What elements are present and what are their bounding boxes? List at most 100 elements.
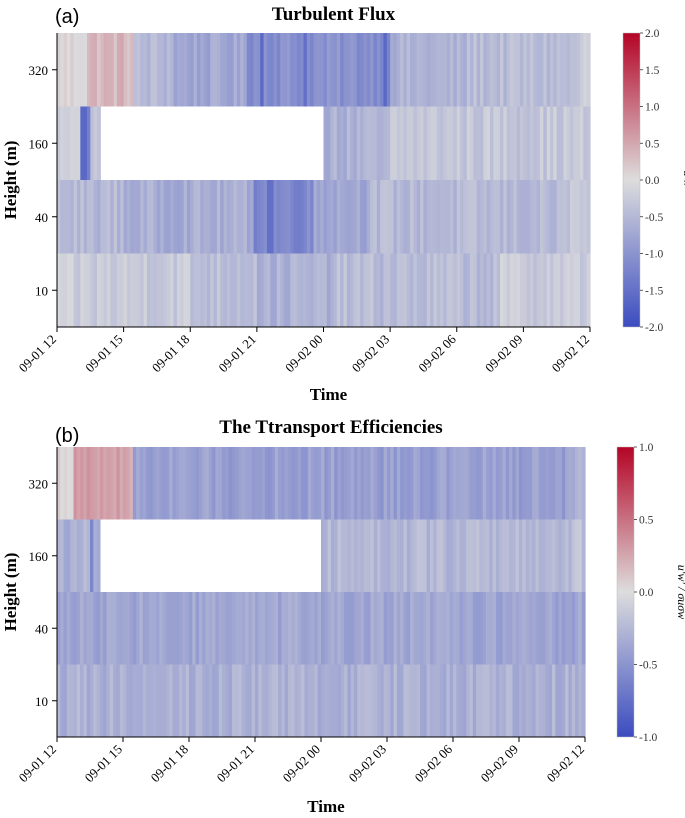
heatmap-cell <box>143 33 148 107</box>
heatmap-cell <box>403 253 408 327</box>
heatmap-cell <box>222 592 226 665</box>
heatmap-cell <box>96 447 101 520</box>
heatmap-cell <box>251 447 256 520</box>
heatmap-cell <box>420 447 424 520</box>
heatmap-cell <box>343 106 348 180</box>
heatmap-cell <box>303 180 308 254</box>
heatmap-cell <box>266 33 271 107</box>
heatmap-cell <box>446 180 451 254</box>
heatmap-cell <box>264 592 269 665</box>
heatmap-cell <box>393 106 398 180</box>
heatmap-cell <box>436 106 441 180</box>
heatmap-cell <box>383 519 388 592</box>
heatmap-cell <box>383 664 388 737</box>
heatmap-cell <box>573 33 578 107</box>
heatmap-cell <box>366 106 371 180</box>
heatmap-cell <box>261 664 266 737</box>
heatmap-cell <box>453 33 458 107</box>
heatmap-cell <box>333 106 338 180</box>
heatmap-cell <box>370 519 375 592</box>
heatmap-cell <box>426 664 431 737</box>
heatmap-cell <box>133 33 138 107</box>
heatmap-cell <box>136 253 141 327</box>
heatmap-cell <box>377 447 381 520</box>
x-tick-label: 09-02 09 <box>482 332 526 376</box>
y-tick-label: 10 <box>35 694 48 709</box>
heatmap-cell <box>330 253 335 327</box>
heatmap-cell <box>505 519 510 592</box>
heatmap-cell <box>413 180 418 254</box>
heatmap-cell <box>290 33 295 107</box>
heatmap-cell <box>323 33 328 107</box>
heatmap-cell <box>420 180 425 254</box>
heatmap-cell <box>307 592 312 665</box>
heatmap-cell <box>565 592 570 665</box>
heatmap-cell <box>86 106 91 180</box>
heatmap-cell <box>146 33 151 107</box>
heatmap-cell <box>523 180 528 254</box>
heatmap-cell <box>142 664 147 737</box>
heatmap-cell <box>486 447 490 520</box>
x-tick-label: 09-02 06 <box>415 331 459 375</box>
heatmap-cell <box>263 180 268 254</box>
heatmap-cell <box>523 253 528 327</box>
heatmap-cell <box>526 33 531 107</box>
heatmap-cell <box>363 33 368 107</box>
heatmap-cell <box>493 33 498 107</box>
heatmap-cell <box>344 664 348 737</box>
heatmap-cell <box>492 592 497 665</box>
heatmap-cell <box>99 592 104 665</box>
heatmap-cell <box>515 447 520 520</box>
heatmap-cell <box>403 519 408 592</box>
heatmap-cell <box>550 253 554 327</box>
x-tick-label: 09-02 06 <box>412 741 456 785</box>
heatmap-cell <box>496 180 501 254</box>
heatmap-cell <box>326 106 331 180</box>
heatmap-cell <box>486 253 491 327</box>
heatmap-cell <box>499 664 504 737</box>
heatmap-cell <box>570 253 574 327</box>
heatmap-cell <box>568 447 573 520</box>
heatmap-cell <box>502 447 507 520</box>
heatmap-cell <box>436 33 441 107</box>
heatmap-cell <box>453 519 457 592</box>
heatmap-cell <box>429 592 434 665</box>
heatmap-cell <box>573 106 578 180</box>
heatmap-cell <box>286 253 291 327</box>
heatmap-cell <box>223 253 228 327</box>
heatmap-cell <box>166 180 171 254</box>
heatmap-cell <box>561 519 566 592</box>
x-tick-label: 09-01 21 <box>214 742 258 786</box>
heatmap-cell <box>515 664 520 737</box>
heatmap-cell <box>376 33 381 107</box>
heatmap-cell <box>449 664 454 737</box>
heatmap-cell <box>321 519 325 592</box>
heatmap-cell <box>233 180 238 254</box>
heatmap-cell <box>482 592 487 665</box>
heatmap-cell <box>236 33 241 107</box>
heatmap-cell <box>393 519 398 592</box>
heatmap-cell <box>581 519 586 592</box>
heatmap-cell <box>496 106 501 180</box>
heatmap-cell <box>346 106 351 180</box>
heatmap-cell <box>240 33 245 107</box>
heatmap-cell <box>160 253 165 327</box>
heatmap-cell <box>113 664 117 737</box>
heatmap-cell <box>340 106 345 180</box>
heatmap-cell <box>246 33 251 107</box>
heatmap-cell <box>268 447 273 520</box>
heatmap-cell <box>120 253 125 327</box>
heatmap-cell <box>130 253 135 327</box>
heatmap-cell <box>413 33 418 107</box>
heatmap-cell <box>450 180 455 254</box>
heatmap-cell <box>258 447 263 520</box>
heatmap-cell <box>330 664 335 737</box>
heatmap-cell <box>463 33 468 107</box>
heatmap-cell <box>63 519 68 592</box>
heatmap-cell <box>536 106 541 180</box>
heatmap-cell <box>436 180 441 254</box>
heatmap-cell <box>220 253 225 327</box>
heatmap-cell <box>581 664 586 737</box>
heatmap-cell <box>90 447 94 520</box>
heatmap-cell <box>304 592 309 665</box>
